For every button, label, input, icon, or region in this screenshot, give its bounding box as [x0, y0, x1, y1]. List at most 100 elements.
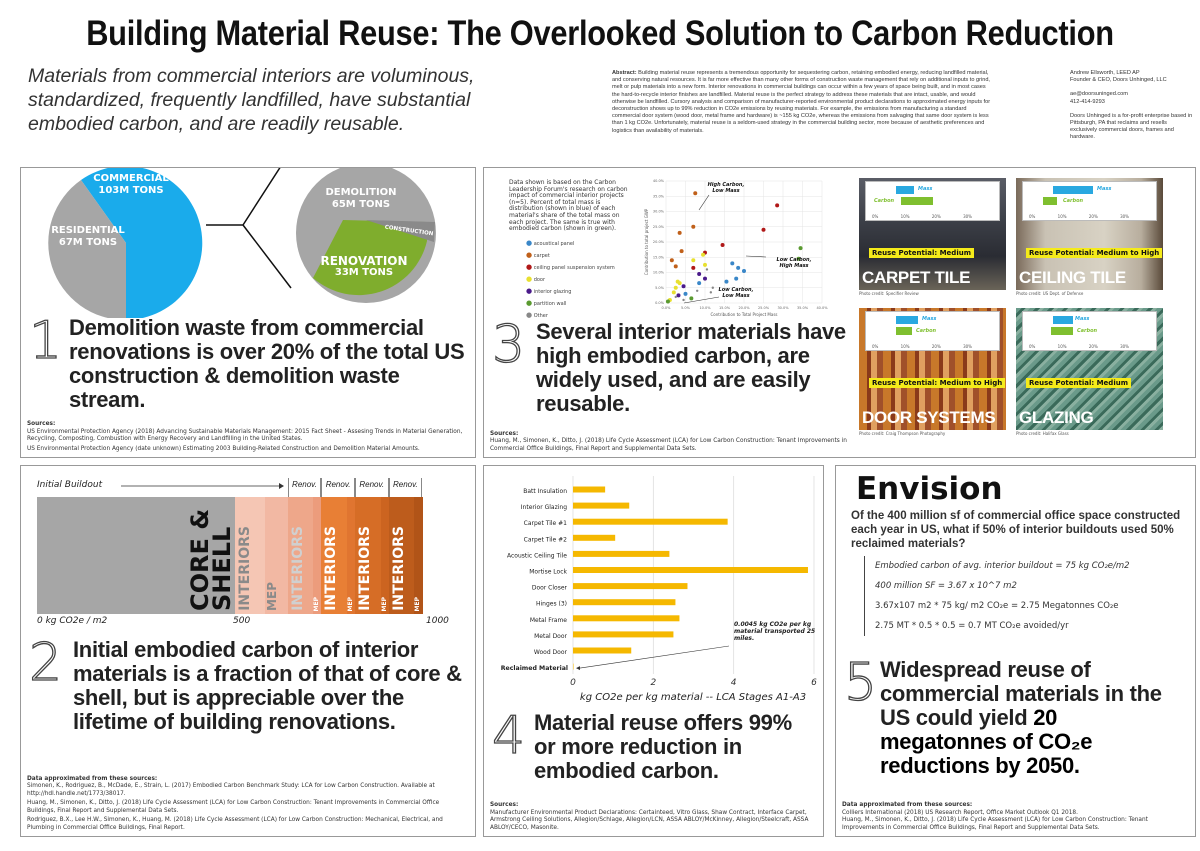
panel-number: 2	[28, 633, 63, 693]
x-tick-label: 15.0%	[719, 306, 731, 310]
inset-tick: 10%	[1057, 344, 1067, 349]
scatter-point	[775, 203, 780, 208]
scatter-point	[673, 264, 678, 269]
scatter-point	[691, 265, 696, 270]
renov-label: Renov.	[388, 478, 423, 497]
legend-item: ● door	[526, 274, 615, 286]
scatter-intro: Data shown is based on the Carbon Leader…	[509, 179, 628, 233]
scatter-legend: ● acoustical panel ● carpet ● ceiling pane…	[526, 238, 615, 322]
author-email[interactable]: ae@doorsuninged.com	[1070, 91, 1128, 98]
reuse-potential-badge: Reuse Potential: Medium to High	[1026, 248, 1163, 258]
renov-label: Renov.	[354, 478, 389, 497]
scatter-point	[673, 285, 678, 290]
source-item: Huang, M., Simonen, K., Ditto, J. (2018)…	[490, 438, 847, 452]
legend-label: interior glazing	[533, 289, 572, 295]
interiors-label: INTERIORS	[236, 526, 253, 611]
interiors-label: INTERIORS	[390, 526, 407, 611]
legend-marker: ●	[526, 239, 533, 247]
y-tick-label: 20.0%	[653, 240, 665, 244]
bar-category-label: Carpet Tile #2	[524, 536, 568, 543]
inset-tick: 10%	[900, 214, 910, 219]
pie-renovation-label: RENOVATION 33M TONS	[319, 255, 409, 279]
scatter-point	[697, 281, 702, 286]
pie-demolition-label: DEMOLITION 65M TONS	[321, 187, 401, 211]
abstract-text: Building material reuse represents a tre…	[612, 70, 991, 134]
bar	[573, 550, 670, 557]
bar	[573, 663, 574, 670]
commercial-label: COMMERCIAL	[93, 173, 169, 184]
inset-tick: 30%	[963, 344, 972, 349]
scatter-point	[697, 272, 702, 277]
sources: Data approximated from these sources: Sim…	[27, 776, 469, 833]
statement-row: 4 Material reuse offers 99% or more redu…	[490, 709, 817, 783]
calc-line: 400 million SF = 3.67 x 10^7 m2	[875, 581, 1017, 591]
panel-5: Envision Of the 400 million sf of commer…	[835, 465, 1196, 837]
annotation-pointer	[579, 645, 730, 669]
scatter-point	[691, 224, 696, 229]
panel-lower: 5 Widespread reuse of commercial materia…	[842, 656, 1189, 832]
carbon-segment: CORE & SHELL	[37, 497, 236, 614]
source-item: Colliers International (2018) US Researc…	[842, 809, 1078, 816]
initial-buildout-label: Initial Buildout	[37, 480, 103, 490]
waste-pies	[48, 168, 436, 318]
pie-residential-slice	[48, 180, 126, 318]
scatter-point	[711, 286, 714, 289]
author-title: Founder & CEO, Doors Unhinged, LLC	[1070, 77, 1167, 84]
bar	[573, 599, 676, 606]
mep-label: MEP	[347, 596, 354, 611]
panel-statement: Demolition waste from commercial renovat…	[69, 315, 465, 412]
bar-category-label: Acoustic Ceiling Tile	[507, 552, 567, 559]
scatter-annotation: Low Mass	[722, 293, 749, 299]
bar	[573, 615, 680, 622]
carbon-box	[1051, 327, 1073, 335]
inset-tick: 10%	[900, 344, 910, 349]
x-axis-label: kg CO2e per kg material -- LCA Stages A1…	[580, 692, 806, 703]
scatter-point	[696, 289, 699, 292]
scatter-point	[676, 293, 681, 298]
scatter-point	[669, 258, 674, 263]
scatter-annotation: Low Carbon,	[777, 257, 812, 263]
carbon-label: Carbon	[874, 198, 895, 204]
reuse-potential-badge: Reuse Potential: Medium	[1026, 378, 1131, 388]
statement-row: 5 Widespread reuse of commercial materia…	[842, 656, 1189, 778]
mep-label: MEP	[414, 596, 422, 611]
demolition-value: 65M TONS	[331, 199, 391, 210]
interiors-label: INTERIORS	[323, 526, 340, 611]
scatter-point	[761, 227, 766, 232]
material-title: DOOR SYSTEMS	[862, 408, 996, 427]
axis-start-label: 0 kg CO2e / m2	[37, 616, 108, 626]
reclaimed-annotation: 0.0045 kg CO2e per kg material transport…	[734, 621, 816, 642]
panel-4: 0 2 4 6 Batt Insulation Interior Glazing Carpe…	[483, 465, 824, 837]
renov-label: Renov.	[287, 478, 322, 497]
interiors-label: INTERIORS	[289, 526, 306, 611]
legend-label: acoustical panel	[533, 241, 575, 247]
scatter-point	[796, 256, 801, 261]
pie-residential-label: RESIDENTIAL 67M TONS	[49, 225, 127, 249]
panel-statement: Widespread reuse of commercial materials…	[880, 658, 1189, 778]
interiors-label: INTERIORS	[356, 526, 373, 611]
source-item: Rodriguez, B.X., Lee H.W., Simonen, K., …	[27, 817, 443, 831]
legend-marker: ●	[526, 275, 533, 283]
carbon-segment: INTERIORS	[388, 497, 415, 614]
carbon-box	[901, 197, 933, 205]
pie-renovation-slice	[313, 220, 427, 296]
x-tick-label: 4	[731, 678, 737, 688]
scatter-point	[677, 281, 682, 286]
x-tick-label: 20.0%	[738, 306, 750, 310]
scatter-chart: 0.0% 5.0% 10.0% 15.0% 20.0% 25.0% 30.0% 35.0% 40…	[644, 179, 828, 317]
mass-box	[896, 316, 918, 324]
y-tick-label: 35.0%	[653, 194, 665, 198]
annotation-pointer	[745, 255, 767, 258]
mass-label: Mass	[1075, 316, 1090, 322]
photo-credit: Photo credit: Specifier Review	[859, 291, 919, 296]
sources-label: Sources:	[490, 430, 519, 437]
author-block: Andrew Ellsworth, LEED AP Founder & CEO, …	[1070, 70, 1195, 149]
y-tick-label: 40.0%	[653, 179, 665, 183]
demolition-label: DEMOLITION	[325, 187, 397, 198]
bar	[573, 583, 688, 590]
bar	[573, 534, 616, 541]
material-photo: Mass Carbon 0% 10% 20% 30% Reuse Potential:…	[1016, 178, 1163, 290]
embodied-carbon-bar-chart: 0 2 4 6 Batt Insulation Interior Glazing Carpe…	[501, 476, 817, 703]
legend-item: ● interior glazing	[526, 286, 615, 298]
panel-number: 1	[28, 311, 63, 371]
